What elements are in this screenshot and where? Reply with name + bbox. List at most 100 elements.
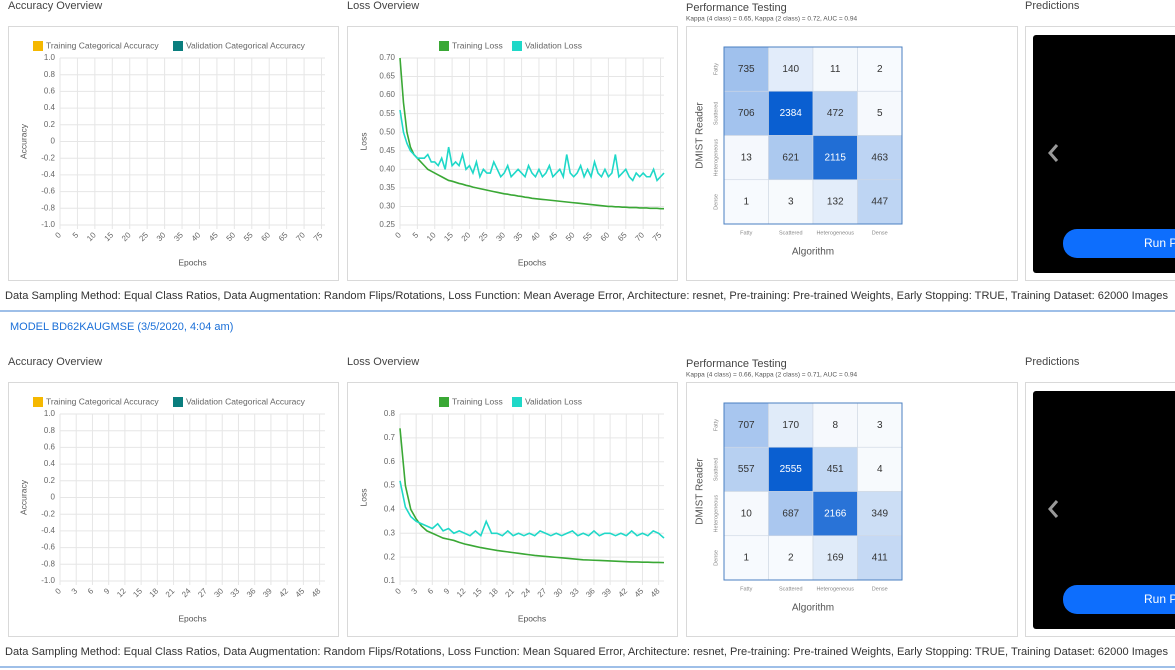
x-tick-label: 6 (426, 586, 436, 596)
row-label: Fatty (713, 419, 719, 431)
legend-label: Training Categorical Accuracy (46, 396, 159, 406)
run-button[interactable] (1063, 585, 1175, 614)
y-tick-label: -0.2 (41, 509, 55, 518)
prev-arrow[interactable] (1048, 144, 1059, 162)
y-tick-label: 1.0 (44, 409, 56, 418)
legend-swatch (512, 41, 522, 51)
legend-label: Training Categorical Accuracy (46, 40, 159, 50)
prev-arrow[interactable] (1048, 500, 1059, 518)
cell-value: 11 (830, 64, 841, 75)
row-label: Fatty (713, 63, 719, 75)
cell-value: 169 (827, 553, 844, 564)
heat-cell (857, 491, 903, 537)
cell-value: 3 (877, 420, 883, 431)
cell-value: 4 (877, 464, 883, 475)
y-axis-title: DMIST Reader (695, 458, 706, 525)
panel (8, 26, 339, 281)
y-axis-title: Accuracy (18, 123, 28, 159)
cell-value: 2115 (824, 152, 846, 163)
run-button-label[interactable]: Run Predictions (1144, 592, 1175, 606)
row-label: Dense (713, 194, 719, 210)
cell-value: 349 (871, 508, 888, 519)
x-axis-title: Algorithm (792, 247, 834, 258)
cell-value: 687 (782, 508, 799, 519)
y-tick-label: 0.55 (379, 109, 395, 118)
y-tick-label: 0.2 (44, 476, 56, 485)
heat-cell (857, 535, 903, 581)
x-tick-label: 0 (53, 230, 63, 240)
x-tick-label: 9 (102, 586, 112, 596)
loss-line (399, 109, 665, 183)
y-axis-title: DMIST Reader (695, 102, 706, 169)
legend-swatch (33, 41, 43, 51)
x-axis-title: Epochs (518, 613, 546, 623)
legend-swatch (512, 397, 522, 407)
y-tick-label: 0.65 (379, 72, 395, 81)
row-label: Scattered (713, 458, 719, 482)
x-axis-title: Epochs (178, 613, 206, 623)
run-button[interactable] (1063, 229, 1175, 258)
cell-value: 2 (877, 64, 883, 75)
y-tick-label: 0 (51, 493, 56, 502)
heat-border (723, 402, 903, 581)
y-tick-label: 0.45 (379, 146, 395, 155)
y-tick-label: -0.8 (41, 559, 55, 568)
cell-value: 2 (788, 553, 794, 564)
cell-value: 5 (877, 108, 883, 119)
panel-subtitle: Kappa (4 class) = 0.65, Kappa (2 class) … (686, 16, 857, 23)
y-tick-label: -1.0 (41, 576, 55, 585)
x-tick-label: 0 (393, 586, 403, 596)
y-tick-label: -0.6 (41, 543, 55, 552)
heat-border (723, 46, 903, 225)
col-label: Fatty (740, 586, 752, 592)
y-tick-label: -0.8 (41, 203, 55, 212)
loss-line (399, 480, 665, 539)
x-tick-label: 0 (393, 230, 403, 240)
y-tick-label: -0.6 (41, 187, 55, 196)
col-label: Heterogeneous (816, 230, 854, 236)
cell-value: 8 (832, 420, 838, 431)
cell-value: 2555 (780, 464, 803, 475)
y-tick-label: 0.6 (384, 457, 396, 466)
y-tick-label: 0.2 (384, 552, 396, 561)
legend-label: Training Loss (452, 396, 503, 406)
model-title[interactable]: MODEL BD62KAUGMSE (3/5/2020, 4:04 am) (10, 321, 233, 333)
cell-value: 1 (743, 553, 749, 564)
heat-cell (857, 179, 903, 225)
y-tick-label: 0.35 (379, 183, 395, 192)
cell-value: 10 (741, 508, 753, 519)
heat-cell (768, 135, 814, 181)
y-tick-label: 0.5 (384, 481, 396, 490)
x-tick-label: 6 (86, 586, 96, 596)
heat-cell (768, 179, 814, 225)
y-tick-label: 0.8 (384, 409, 396, 418)
panel-title: Predictions (1025, 0, 1080, 12)
y-tick-label: 1.0 (44, 53, 56, 62)
cell-value: 463 (871, 152, 888, 163)
y-tick-label: 0.4 (384, 505, 396, 514)
y-tick-label: 0.4 (44, 103, 56, 112)
y-tick-label: 0.25 (379, 220, 395, 229)
legend-label: Training Loss (452, 40, 503, 50)
row-label: Scattered (713, 102, 719, 126)
legend-swatch (33, 397, 43, 407)
y-tick-label: -0.4 (41, 526, 55, 535)
heat-cell (812, 135, 858, 181)
heat-cell (723, 90, 769, 136)
cell-value: 557 (738, 464, 755, 475)
x-tick-label: 3 (410, 586, 420, 596)
panel-title: Loss Overview (347, 356, 419, 368)
run-button-label[interactable]: Run Predictions (1144, 236, 1175, 250)
x-axis-title: Epochs (518, 257, 546, 267)
x-tick-label: 3 (70, 586, 80, 596)
y-tick-label: 0.7 (384, 433, 396, 442)
x-tick-label: 9 (442, 586, 452, 596)
panel-subtitle: Kappa (4 class) = 0.66, Kappa (2 class) … (686, 372, 857, 379)
cell-value: 411 (872, 553, 888, 564)
y-axis-title: Loss (358, 133, 368, 151)
y-tick-label: 0.2 (44, 120, 56, 129)
panel-title: Predictions (1025, 356, 1080, 368)
cell-value: 706 (738, 108, 755, 119)
y-tick-label: 0.30 (379, 202, 395, 211)
cell-value: 707 (738, 420, 755, 431)
